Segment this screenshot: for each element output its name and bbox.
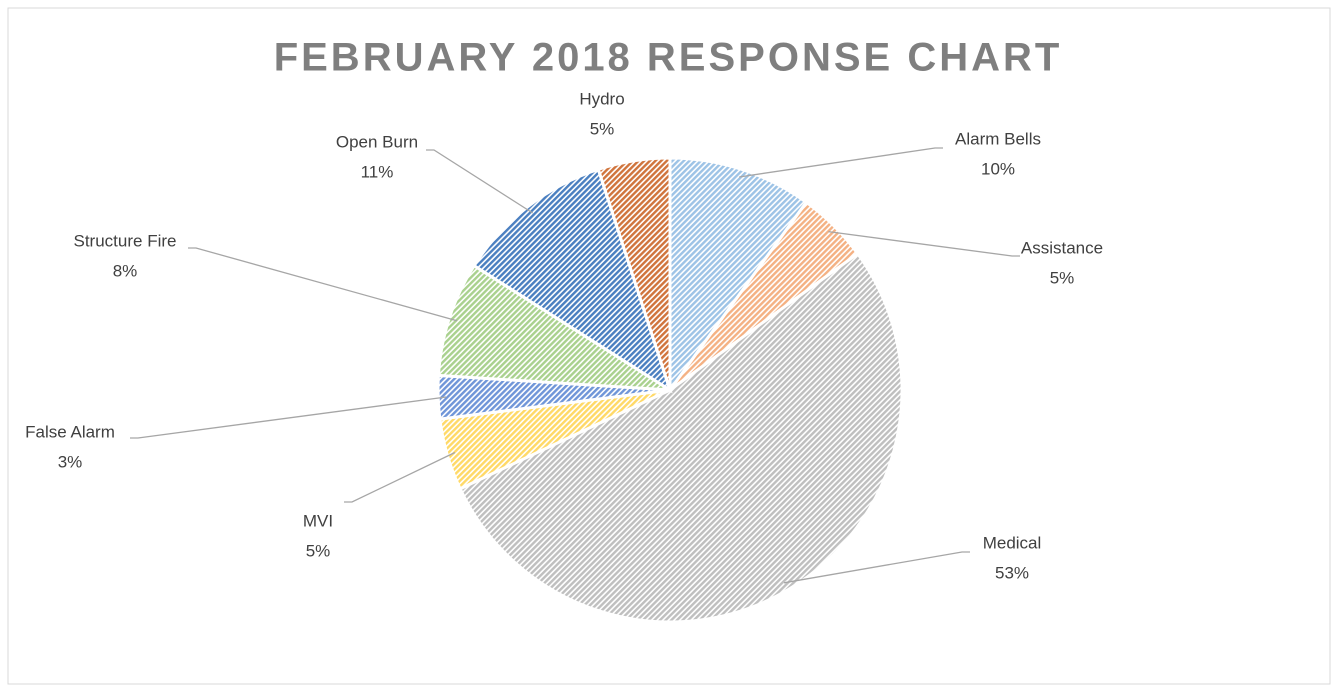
leader-line <box>130 396 447 439</box>
leader-line <box>783 551 970 584</box>
leader-line <box>828 230 1020 257</box>
slice-value-label: 5% <box>306 541 331 560</box>
leader-line <box>188 247 458 322</box>
leader-line <box>426 149 534 214</box>
slice-value-label: 11% <box>361 162 394 181</box>
slice-value-label: 53% <box>995 563 1029 582</box>
chart-title: FEBRUARY 2018 RESPONSE CHART <box>274 36 1063 80</box>
leader-line <box>344 451 456 503</box>
slice-value-label: 10% <box>981 159 1015 178</box>
slice-label: Structure Fire <box>74 231 177 250</box>
slice-value-label: 3% <box>58 452 83 471</box>
slice-label: Medical <box>983 533 1042 552</box>
slice-label: False Alarm <box>25 422 115 441</box>
slice-label: Hydro <box>579 89 624 108</box>
pie-slice <box>472 167 673 394</box>
slice-value-label: 5% <box>590 119 615 138</box>
leader-line <box>739 147 943 178</box>
slice-label: Alarm Bells <box>955 129 1041 148</box>
pie-slice <box>668 156 809 395</box>
slice-label: MVI <box>303 511 333 530</box>
pie-slice <box>458 251 904 624</box>
slice-label: Assistance <box>1021 238 1103 257</box>
slice-value-label: 5% <box>1050 268 1075 287</box>
pie-slice <box>596 156 672 391</box>
slice-value-label: 8% <box>113 261 138 280</box>
slice-label: Open Burn <box>336 132 418 151</box>
